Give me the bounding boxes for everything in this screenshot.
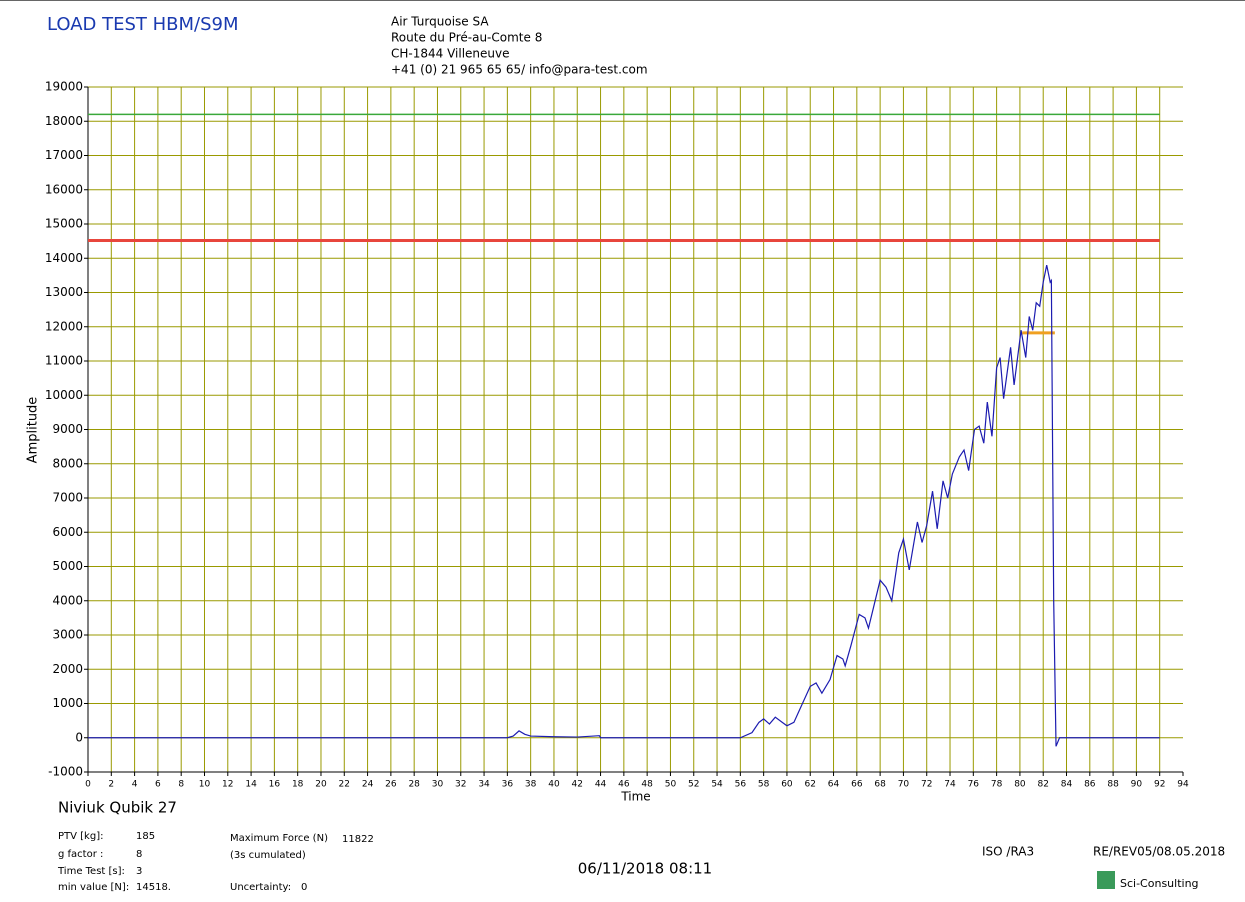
y-tick-label: 18000: [45, 114, 83, 128]
y-tick-label: 12000: [45, 319, 83, 333]
x-axis-label: Time: [620, 790, 650, 804]
y-tick-label: 19000: [45, 80, 83, 94]
datetime: 06/11/2018 08:11: [578, 860, 712, 878]
x-tick-label: 72: [921, 780, 932, 790]
x-tick-label: 76: [968, 780, 980, 790]
x-tick-label: 6: [155, 780, 161, 790]
x-tick-label: 46: [618, 780, 630, 790]
x-tick-label: 4: [132, 780, 138, 790]
y-tick-label: 14000: [45, 251, 83, 265]
plot: -100001000200030004000500060007000800090…: [45, 80, 1189, 790]
y-tick-label: 1000: [52, 696, 83, 710]
x-tick-label: 58: [758, 780, 770, 790]
x-tick-label: 20: [315, 780, 327, 790]
y-tick-label: 17000: [45, 148, 83, 162]
x-tick-label: 90: [1131, 780, 1143, 790]
x-tick-label: 8: [178, 780, 184, 790]
x-tick-label: 24: [362, 780, 374, 790]
x-tick-label: 64: [828, 780, 840, 790]
address: Route du Pré-au-Comte 8: [391, 31, 542, 45]
x-tick-label: 34: [478, 780, 490, 790]
y-tick-label: 16000: [45, 182, 83, 196]
max-force: 11822: [342, 834, 374, 845]
y-tick-label: 8000: [52, 456, 83, 470]
y-tick-label: 0: [75, 730, 83, 744]
y-tick-label: 5000: [52, 559, 83, 573]
uncertainty: 0: [301, 882, 307, 893]
y-axis-label: Amplitude: [26, 397, 41, 464]
x-tick-label: 18: [292, 780, 304, 790]
address: CH-1844 Villeneuve: [391, 47, 510, 61]
x-tick-label: 0: [85, 780, 91, 790]
x-tick-label: 94: [1177, 780, 1189, 790]
x-tick-label: 88: [1107, 780, 1119, 790]
param-value: 8: [136, 849, 142, 860]
x-tick-label: 38: [525, 780, 537, 790]
logo-icon: [1097, 871, 1115, 889]
max-force-label: Maximum Force (N): [230, 833, 328, 844]
x-tick-label: 44: [595, 780, 607, 790]
x-tick-label: 74: [944, 780, 956, 790]
x-tick-label: 54: [711, 780, 723, 790]
y-tick-label: 9000: [52, 422, 83, 436]
x-tick-label: 68: [874, 780, 886, 790]
y-tick-label: 11000: [45, 354, 83, 368]
uncertainty-label: Uncertainty:: [230, 882, 291, 893]
y-tick-label: 6000: [52, 525, 83, 539]
y-tick-label: 15000: [45, 217, 83, 231]
x-tick-label: 56: [735, 780, 747, 790]
y-tick-label: -1000: [48, 765, 83, 779]
x-tick-label: 84: [1061, 780, 1073, 790]
param-label: Time Test [s]:: [57, 866, 125, 877]
x-tick-label: 60: [781, 780, 793, 790]
param-value: 3: [136, 866, 142, 877]
x-tick-label: 50: [665, 780, 677, 790]
x-tick-label: 70: [898, 780, 910, 790]
title: LOAD TEST HBM/S9M: [47, 14, 239, 35]
revision: RE/REV05/08.05.2018: [1093, 845, 1225, 859]
y-tick-label: 10000: [45, 388, 83, 402]
logo: Sci-Consulting: [1120, 877, 1199, 890]
param-value: 14518.: [136, 882, 171, 893]
product: Niviuk Qubik 27: [58, 799, 177, 817]
x-tick-label: 12: [222, 780, 233, 790]
x-tick-label: 92: [1154, 780, 1165, 790]
data-line: [88, 264, 1160, 747]
x-tick-label: 80: [1014, 780, 1026, 790]
address: Air Turquoise SA: [391, 15, 489, 29]
x-tick-label: 86: [1084, 780, 1096, 790]
x-tick-label: 42: [572, 780, 583, 790]
x-tick-label: 48: [641, 780, 653, 790]
y-tick-label: 4000: [52, 593, 83, 607]
x-tick-label: 26: [385, 780, 397, 790]
y-tick-label: 3000: [52, 628, 83, 642]
x-tick-label: 52: [688, 780, 699, 790]
cumulated: (3s cumulated): [230, 850, 306, 861]
x-tick-label: 66: [851, 780, 863, 790]
standard: ISO /RA3: [982, 845, 1034, 859]
param-label: min value [N]:: [58, 882, 129, 893]
x-tick-label: 62: [805, 780, 816, 790]
x-tick-label: 22: [339, 780, 350, 790]
param-value: 185: [136, 831, 155, 842]
x-tick-label: 16: [269, 780, 281, 790]
x-tick-label: 36: [502, 780, 514, 790]
param-label: PTV [kg]:: [58, 831, 103, 842]
x-tick-label: 28: [408, 780, 420, 790]
x-tick-label: 32: [455, 780, 466, 790]
y-tick-label: 13000: [45, 285, 83, 299]
x-tick-label: 14: [245, 780, 257, 790]
x-tick-label: 10: [199, 780, 211, 790]
x-tick-label: 78: [991, 780, 1003, 790]
y-tick-label: 2000: [52, 662, 83, 676]
x-tick-label: 2: [108, 780, 114, 790]
param-label: g factor :: [58, 849, 103, 860]
y-tick-label: 7000: [52, 491, 83, 505]
x-tick-label: 82: [1037, 780, 1048, 790]
address: +41 (0) 21 965 65 65/ info@para-test.com: [391, 63, 648, 77]
x-tick-label: 30: [432, 780, 444, 790]
x-tick-label: 40: [548, 780, 560, 790]
